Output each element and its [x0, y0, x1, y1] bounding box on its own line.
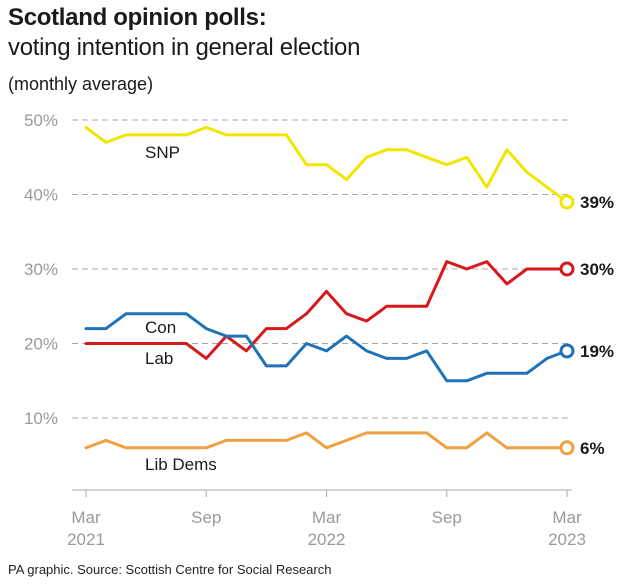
chart-title: Scotland opinion polls:: [8, 4, 267, 31]
series-end-value-label: 6%: [580, 439, 605, 458]
series-name-label: Con: [145, 318, 176, 337]
series-labels: 39% SNP 30% Lab 19% Con 6% Lib Dems: [145, 143, 614, 474]
series-end-marker: [559, 440, 575, 456]
y-tick-label: 20%: [24, 335, 58, 354]
x-tick-label: Sep: [191, 508, 221, 527]
series-name-label: Lib Dems: [145, 455, 217, 474]
x-tick-year-label: 2022: [308, 530, 346, 549]
series-name-label: SNP: [145, 143, 180, 162]
series-line-snp: [84, 125, 569, 204]
y-tick-label: 30%: [24, 260, 58, 279]
unit-note: (monthly average): [8, 74, 154, 94]
y-tick-label: 50%: [24, 111, 58, 130]
source-note: PA graphic. Source: Scottish Centre for …: [8, 562, 332, 577]
x-tick-year-label: 2023: [548, 530, 586, 549]
x-axis-ticks: Mar 2021 Sep Mar 2022 Sep Mar 2023: [67, 490, 586, 549]
series-name-label: Lab: [145, 349, 173, 368]
series-end-marker: [559, 261, 575, 277]
x-tick-label: Mar: [552, 508, 582, 527]
series-line-con: [84, 312, 569, 383]
y-tick-label: 40%: [24, 186, 58, 205]
y-axis-ticks: 10% 20% 30% 40% 50%: [24, 111, 58, 428]
series-end-marker: [559, 343, 575, 359]
series-line-lib-dems: [84, 431, 569, 450]
series-end-value-label: 19%: [580, 342, 614, 361]
x-tick-label: Mar: [312, 508, 342, 527]
x-tick-label: Mar: [71, 508, 101, 527]
series-line-lab: [84, 260, 569, 360]
series-lines: [84, 125, 569, 450]
series-end-marker: [559, 194, 575, 210]
x-tick-year-label: 2021: [67, 530, 105, 549]
y-tick-label: 10%: [24, 409, 58, 428]
series-end-value-label: 30%: [580, 260, 614, 279]
series-end-value-label: 39%: [580, 193, 614, 212]
chart-subtitle: voting intention in general election: [8, 34, 361, 61]
x-tick-label: Sep: [432, 508, 462, 527]
gridlines: [72, 119, 572, 491]
